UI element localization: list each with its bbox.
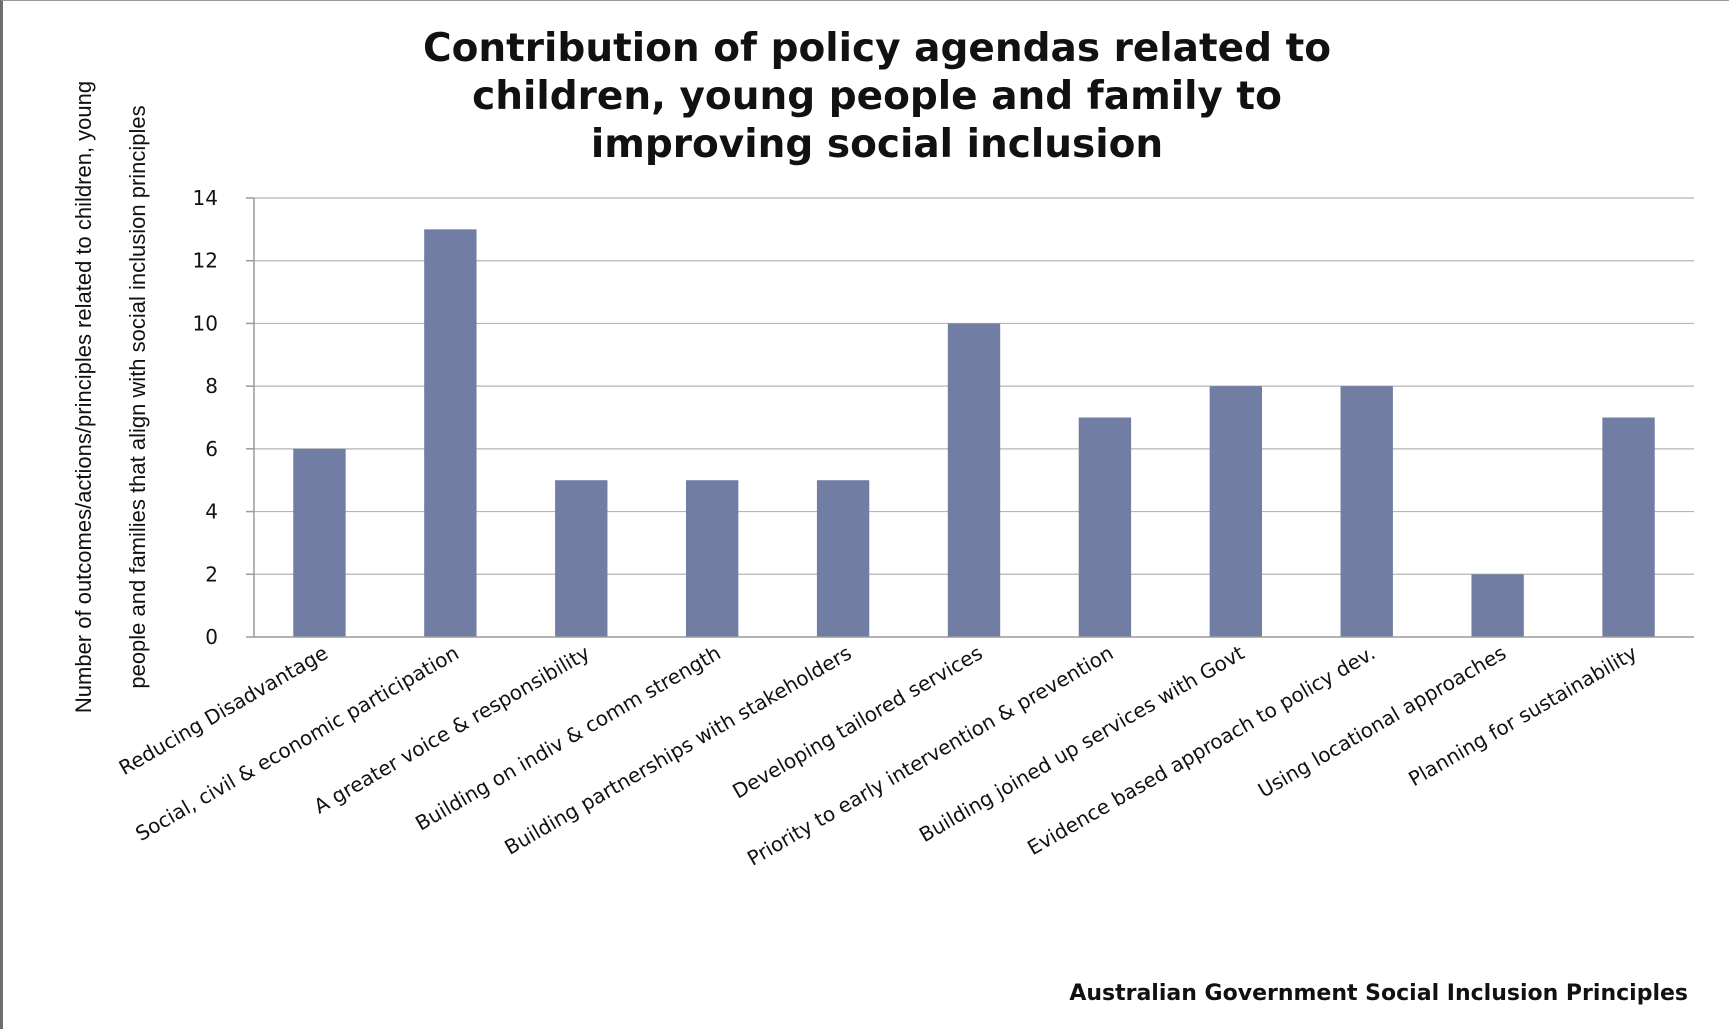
y-axis-title-line-1: Number of outcomes/actions/principles re… (71, 81, 96, 713)
y-tick-label: 2 (205, 562, 218, 586)
bar (816, 480, 870, 637)
x-category-label: Developing tailored services (728, 641, 986, 804)
bar (555, 480, 608, 637)
bar (1078, 417, 1132, 637)
y-tick-label: 0 (205, 625, 218, 649)
chart-title-line-1: Contribution of policy agendas related t… (423, 26, 1331, 71)
chart-title-line-3: improving social inclusion (591, 122, 1163, 167)
y-tick-label: 12 (193, 249, 218, 273)
x-category-label: Using locational approaches (1254, 641, 1510, 803)
x-category-label: Planning for sustainability (1404, 640, 1641, 791)
y-tick-label: 4 (205, 500, 218, 524)
bar (1602, 417, 1655, 637)
y-axis-title: Number of outcomes/actions/principles re… (71, 81, 150, 713)
bar (1471, 574, 1524, 637)
y-tick-label: 8 (205, 374, 218, 398)
bar (686, 480, 739, 637)
axes (246, 197, 1694, 638)
bar (1340, 386, 1393, 637)
bar-chart: Contribution of policy agendas related t… (71, 26, 1694, 1006)
x-axis-title: Australian Government Social Inclusion P… (1069, 981, 1688, 1006)
bar (947, 323, 1001, 637)
chart-title-line-2: children, young people and family to (472, 74, 1282, 119)
chart-title: Contribution of policy agendas related t… (423, 26, 1331, 167)
bar (424, 229, 477, 637)
bar (1209, 386, 1262, 637)
y-tick-labels: 0 2 4 6 8 10 12 14 (193, 186, 218, 649)
y-tick-label: 10 (193, 311, 218, 335)
bars (293, 229, 1655, 637)
y-tick-label: 14 (193, 186, 218, 210)
y-tick-label: 6 (205, 437, 218, 461)
y-axis-title-line-2: people and families that align with soci… (125, 105, 150, 688)
bar (293, 448, 346, 637)
